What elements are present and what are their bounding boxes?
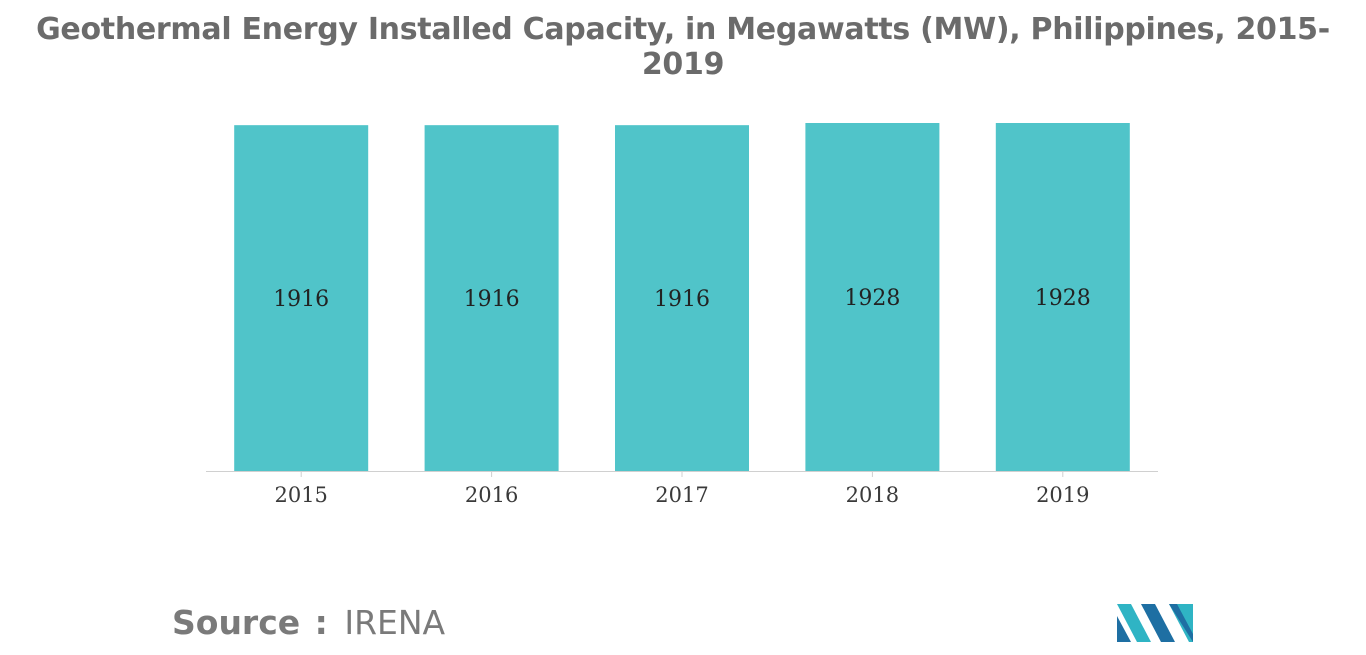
x-tick-label-2016: 2016 — [465, 483, 518, 507]
logo-stripe-3 — [1141, 604, 1175, 642]
source-label: Source — [172, 603, 301, 642]
chart-title: Geothermal Energy Installed Capacity, in… — [36, 12, 1330, 82]
logo-stripe-1 — [1117, 604, 1151, 642]
logo-stripe-2 — [1117, 616, 1131, 642]
bar-2015 — [234, 125, 369, 471]
bars-group — [234, 123, 1130, 471]
data-label-2015: 1916 — [273, 287, 329, 312]
source-separator: : — [314, 603, 328, 642]
data-label-2018: 1928 — [844, 286, 900, 311]
x-tick-labels-group: 2015 2016 2017 2018 2019 — [274, 471, 1090, 507]
bar-2016 — [424, 125, 559, 471]
data-label-2017: 1916 — [654, 287, 710, 312]
data-labels-group: 1916 1916 1916 1928 1928 — [273, 286, 1091, 312]
x-tick-label-2019: 2019 — [1036, 483, 1089, 507]
mordor-intelligence-logo-icon — [1117, 604, 1193, 642]
data-label-2016: 1916 — [464, 287, 520, 312]
data-label-2019: 1928 — [1035, 286, 1091, 311]
x-tick-label-2017: 2017 — [655, 483, 708, 507]
source-note: Source : IRENA — [172, 603, 445, 642]
bar-2019 — [995, 123, 1130, 471]
bar-2017 — [615, 125, 749, 471]
source-value: IRENA — [344, 603, 446, 642]
x-tick-label-2015: 2015 — [274, 483, 327, 507]
bar-2018 — [805, 123, 940, 471]
logo-stripe-5 — [1169, 604, 1193, 642]
x-tick-label-2018: 2018 — [846, 483, 899, 507]
